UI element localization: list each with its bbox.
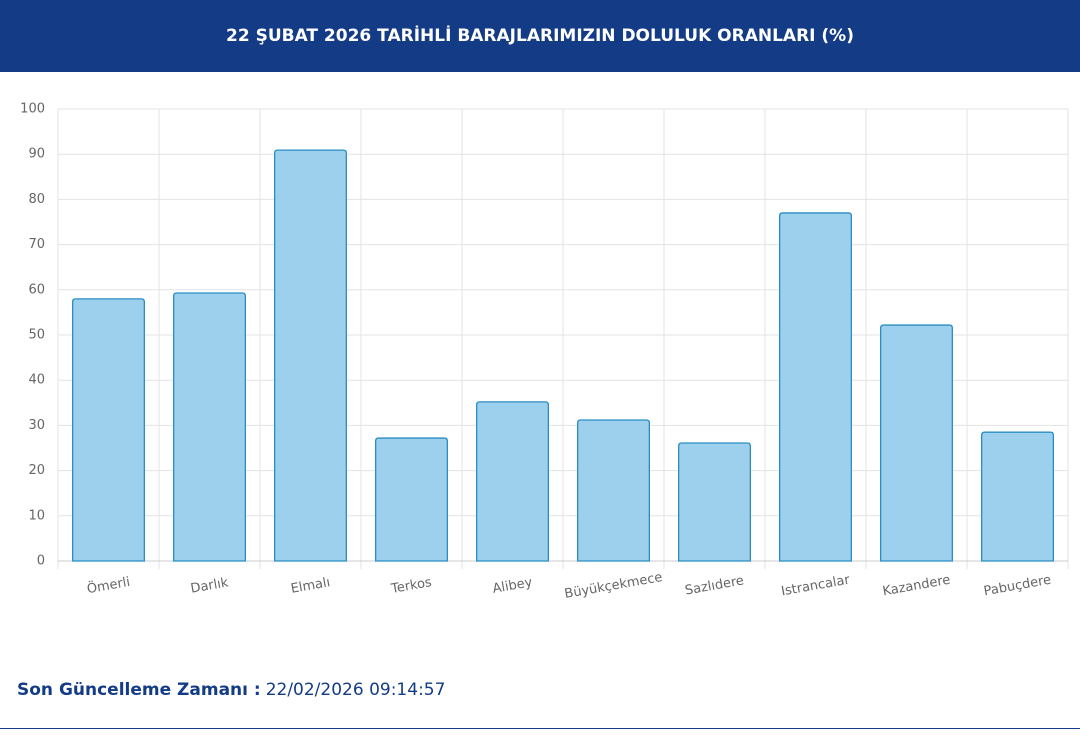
x-tick-label: Büyükçekmece	[563, 570, 663, 602]
y-tick-label: 50	[28, 328, 45, 343]
y-tick-label: 10	[28, 508, 45, 523]
x-tick-label: Alibey	[491, 575, 533, 597]
x-tick-label: Istrancalar	[780, 572, 851, 599]
y-tick-label: 40	[28, 373, 45, 388]
bar	[475, 401, 550, 562]
y-tick-label: 100	[20, 102, 45, 117]
x-tick-label: Elmalı	[290, 575, 332, 597]
bar	[778, 212, 853, 562]
bar	[273, 149, 348, 562]
x-tick-label: Ömerli	[85, 573, 131, 597]
y-tick-label: 30	[28, 418, 45, 433]
footer-value: 22/02/2026 09:14:57	[266, 680, 446, 700]
footer: Son Güncelleme Zamanı :22/02/2026 09:14:…	[17, 680, 445, 700]
plot: 0 10 20 30 40 50 60 70 80 90 100 Ömerli Darlık Elmalı…	[20, 102, 1069, 602]
y-tick-label: 80	[28, 192, 45, 207]
footer-label: Son Güncelleme Zamanı :	[17, 680, 261, 700]
bar	[71, 298, 146, 562]
bar	[576, 419, 651, 562]
y-tick-label: 60	[28, 282, 45, 297]
y-tick-label: 20	[28, 463, 45, 478]
header-bar	[0, 0, 1080, 72]
chart-title: 22 ŞUBAT 2026 TARİHLİ BARAJLARIMIZIN DOL…	[226, 24, 854, 46]
bar	[879, 324, 954, 562]
y-tick-label: 0	[37, 554, 45, 569]
bar	[374, 437, 449, 562]
bar	[172, 292, 247, 562]
x-tick-label: Terkos	[389, 575, 433, 597]
x-tick-label: Sazlıdere	[684, 573, 745, 598]
bar	[677, 442, 752, 562]
y-tick-label: 90	[28, 147, 45, 162]
x-tick-label: Pabuçdere	[983, 573, 1053, 600]
x-tick-label: Kazandere	[881, 573, 951, 600]
bar	[980, 431, 1054, 562]
y-tick-label: 70	[28, 237, 45, 252]
x-tick-label: Darlık	[189, 575, 230, 596]
